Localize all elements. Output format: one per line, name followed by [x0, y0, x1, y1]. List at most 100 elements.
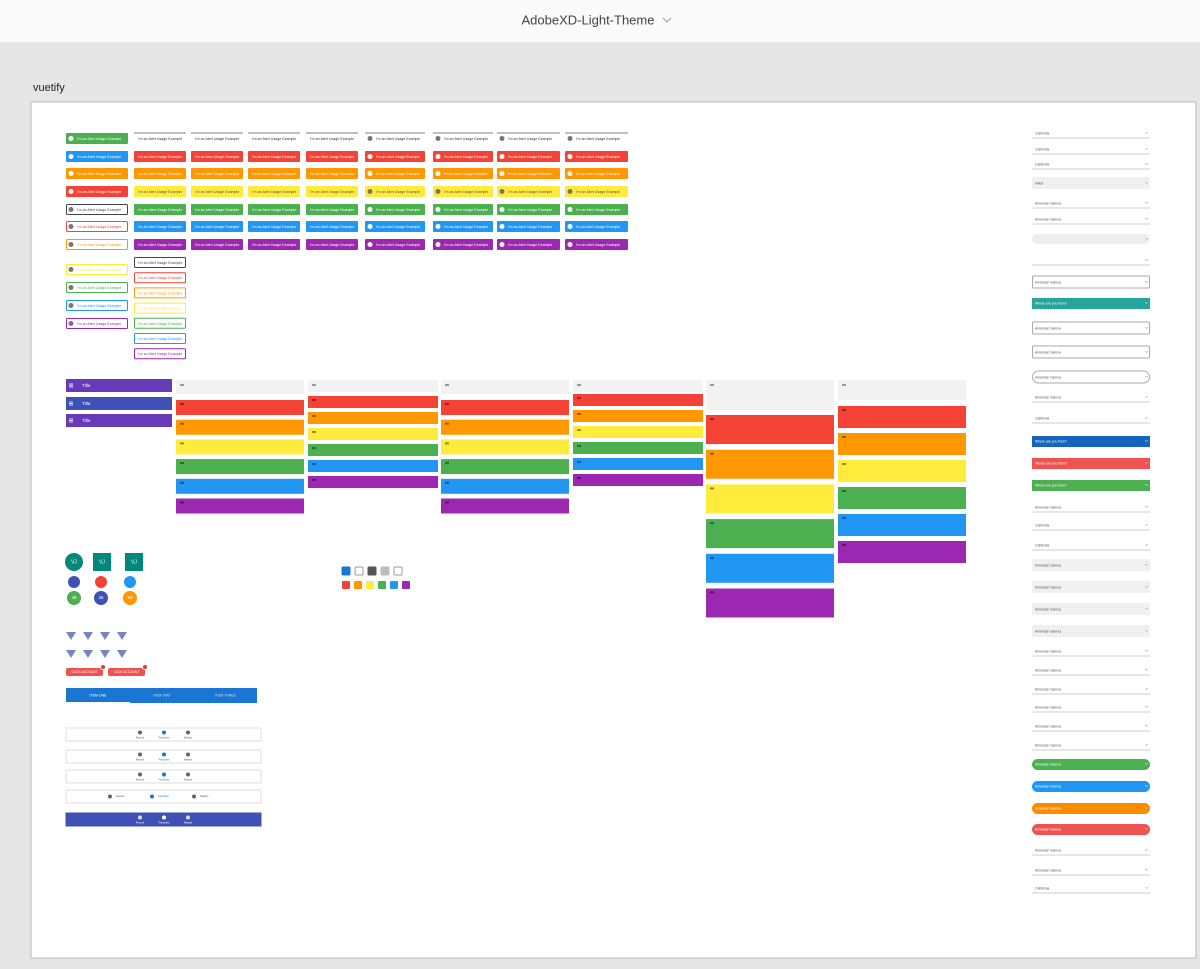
label: I'm an Alert Usage Example — [138, 190, 182, 194]
nav-icon — [138, 752, 142, 757]
label: I'm an Alert Usage Example — [444, 137, 488, 141]
label: I'm an Alert Usage Example — [376, 190, 420, 194]
alert-icon — [367, 171, 373, 176]
list-item — [573, 394, 703, 406]
alert — [66, 282, 128, 293]
logo — [100, 650, 110, 658]
label: American Samoa — [1035, 827, 1061, 831]
select-arrow — [1144, 395, 1149, 398]
checkbox — [367, 566, 377, 576]
list-icon — [180, 422, 184, 425]
alert — [565, 239, 628, 250]
alert — [134, 348, 186, 360]
alert-icon — [68, 285, 74, 290]
dropdown-chevron[interactable] — [662, 17, 672, 23]
list-icon — [312, 415, 316, 417]
alert-icon — [367, 189, 373, 194]
alert — [134, 287, 186, 299]
label: I'm an Alert Usage Example — [252, 208, 296, 212]
alert — [365, 186, 425, 197]
alert — [248, 221, 300, 232]
label: I'm an Alert Usage Example — [576, 155, 620, 159]
alert-icon — [435, 189, 441, 194]
label: American Samoa — [1035, 280, 1061, 284]
document-title[interactable]: AdobeXD-Light-Theme — [522, 12, 655, 27]
label: I'm an Alert Usage Example — [138, 276, 182, 280]
label: I'm an Alert Usage Example — [77, 286, 121, 290]
alert — [433, 204, 493, 215]
checkbox — [380, 566, 390, 576]
select — [1032, 345, 1150, 359]
label: I'm an Alert Usage Example — [195, 225, 239, 229]
nav-icon — [138, 772, 142, 777]
label: I'm an Alert Usage Example — [138, 137, 182, 141]
alert — [365, 204, 425, 215]
alert — [433, 186, 493, 197]
label: I'm an Alert Usage Example — [138, 261, 182, 265]
checkbox — [342, 581, 350, 589]
label: Title — [82, 418, 91, 423]
list-item — [838, 433, 966, 455]
list-item — [308, 476, 438, 488]
label: I'm an Alert Usage Example — [444, 190, 488, 194]
button[interactable] — [66, 668, 103, 676]
button[interactable] — [108, 668, 145, 676]
alert-icon — [435, 136, 441, 141]
menu-icon — [69, 401, 73, 406]
logo — [66, 650, 76, 658]
label: ITEM ONE — [90, 693, 108, 697]
alert — [191, 204, 243, 215]
select-arrow — [1144, 147, 1149, 150]
label: American Samoa — [1035, 806, 1061, 810]
select — [1032, 480, 1150, 491]
list-item — [176, 439, 304, 455]
list-icon — [445, 462, 449, 465]
select-arrow — [1144, 483, 1149, 486]
select — [1032, 824, 1150, 835]
artboard-label: vuetify — [33, 82, 65, 94]
alert — [66, 300, 128, 311]
checkbox — [393, 566, 403, 576]
select-arrow — [1144, 375, 1149, 378]
alert-icon — [499, 171, 505, 176]
alert-icon — [68, 267, 74, 272]
list-icon — [180, 403, 184, 405]
label: I'm an Alert Usage Example — [252, 190, 296, 194]
list-icon — [445, 501, 449, 504]
list-icon — [577, 477, 581, 479]
label: Title — [82, 401, 91, 406]
select-arrow — [1144, 350, 1149, 353]
content: I'm an Alert Usage Example I'm an Alert U… — [65, 131, 1150, 894]
select-arrow — [1144, 237, 1149, 240]
nav-icon — [108, 794, 112, 799]
select-arrow — [1144, 705, 1149, 708]
alert — [66, 168, 128, 179]
avatar — [93, 553, 111, 571]
list-icon — [577, 413, 581, 415]
alert-icon — [499, 207, 505, 212]
label: 62 — [127, 595, 133, 600]
avatar — [67, 591, 81, 605]
alert — [306, 133, 358, 144]
list-item — [573, 426, 703, 438]
nav-icon — [162, 730, 166, 735]
label: VJ — [71, 559, 77, 565]
label: Where are you from? — [1035, 483, 1067, 487]
logo — [83, 632, 93, 640]
alert — [248, 186, 300, 197]
label: I'm an Alert Usage Example — [576, 208, 620, 212]
alert — [191, 239, 243, 250]
label: I'm an Alert Usage Example — [508, 155, 552, 159]
alert-icon — [567, 189, 573, 194]
select-arrow — [1144, 258, 1149, 261]
select-arrow — [1144, 585, 1149, 588]
alert — [365, 168, 425, 179]
label: LOCK ACCOUNT — [114, 670, 139, 674]
label: I'm an Alert Usage Example — [138, 291, 182, 295]
select — [1032, 458, 1150, 469]
list-icon — [842, 436, 846, 438]
alert-icon — [68, 154, 74, 159]
label: I'm an Alert Usage Example — [138, 243, 182, 247]
label: American Samoa — [1035, 705, 1061, 709]
avatar-icon — [95, 576, 107, 588]
